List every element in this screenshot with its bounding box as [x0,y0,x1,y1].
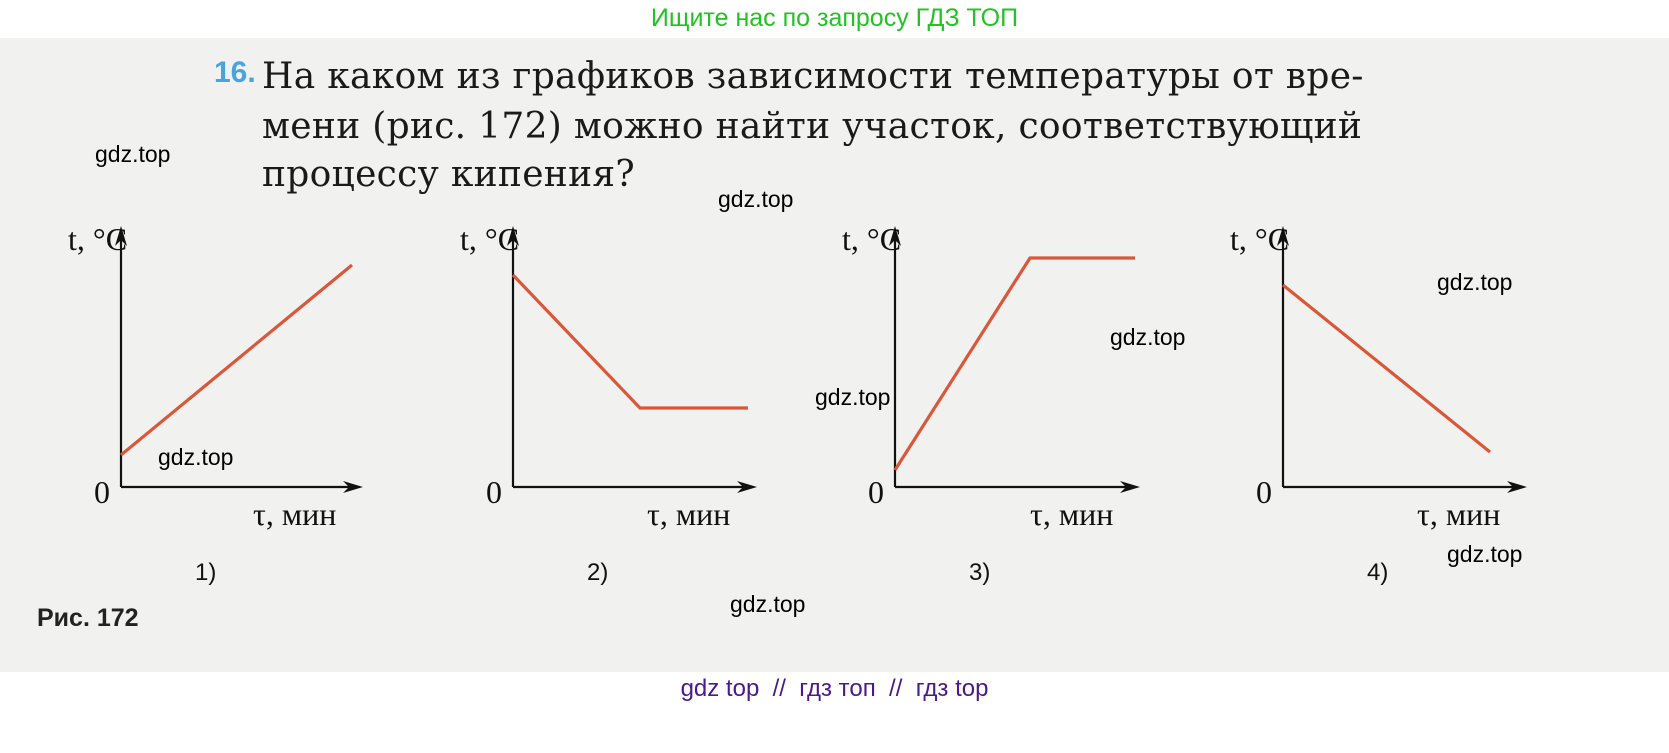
x-axis-arrow-icon [1507,481,1527,493]
watermark: gdz.top [95,141,171,167]
y-axis-arrow-icon [889,226,901,246]
y-axis-label: t, °C [460,221,519,257]
temperature-curve [119,263,354,457]
question-number: 16. [214,56,256,89]
figure-caption: Рис. 172 [37,604,139,632]
origin-label: 0 [868,474,884,510]
watermark: gdz.top [1437,269,1513,295]
question-line-2: мени (рис. 172) можно найти участок, соо… [262,106,1363,147]
origin-label: 0 [94,474,110,510]
x-axis-arrow-icon [343,481,363,493]
temperature-curve [893,256,1135,471]
y-axis-arrow-icon [1277,226,1289,246]
question-line-3: процессу кипения? [262,154,636,195]
watermark: gdz.top [718,186,794,212]
y-axis-arrow-icon [115,226,127,246]
y-axis-arrow-icon [507,226,519,246]
x-axis-label: τ, мин [1417,496,1500,532]
graph-number-label: 4) [1367,559,1388,586]
x-axis-label: τ, мин [1030,496,1113,532]
y-axis-label: t, °C [1230,221,1289,257]
watermark: gdz.top [1447,541,1523,567]
x-axis-label: τ, мин [647,496,730,532]
y-axis-label: t, °C [842,221,901,257]
watermark: gdz.top [158,444,234,470]
watermark: gdz.top [1110,324,1186,350]
origin-label: 0 [486,474,502,510]
question-line-1: На каком из графиков зависимости темпера… [262,56,1364,97]
search-hint-banner: Ищите нас по запросу ГДЗ ТОП [650,4,1019,32]
temperature-curve [511,273,748,410]
y-axis-label: t, °C [68,221,127,257]
temperature-curve [1281,283,1492,454]
graph-number-label: 2) [587,559,608,586]
x-axis-label: τ, мин [253,496,336,532]
origin-label: 0 [1256,474,1272,510]
textbook-page [0,38,1669,672]
watermark: gdz.top [815,384,891,410]
watermark: gdz.top [730,591,806,617]
graph-number-label: 1) [195,559,216,586]
bottom-banner: gdz top // гдз топ // гдз top [680,675,989,702]
x-axis-arrow-icon [1120,481,1140,493]
x-axis-arrow-icon [737,481,757,493]
graph-number-label: 3) [969,559,990,586]
